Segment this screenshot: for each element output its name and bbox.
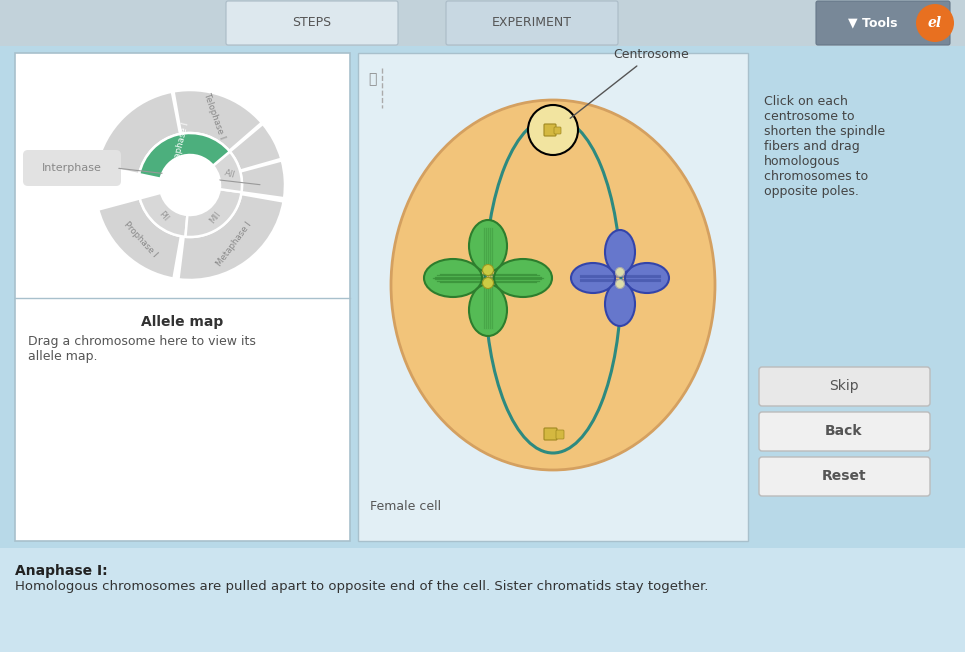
Text: ▼ Tools: ▼ Tools bbox=[848, 16, 897, 29]
Text: Homologous chromosomes are pulled apart to opposite end of the cell. Sister chro: Homologous chromosomes are pulled apart … bbox=[15, 580, 708, 593]
FancyBboxPatch shape bbox=[556, 430, 564, 439]
Ellipse shape bbox=[625, 263, 669, 293]
Wedge shape bbox=[139, 133, 230, 179]
Text: Back: Back bbox=[825, 424, 863, 438]
Ellipse shape bbox=[391, 100, 715, 470]
Wedge shape bbox=[179, 194, 284, 280]
Wedge shape bbox=[230, 124, 282, 171]
Wedge shape bbox=[140, 193, 187, 237]
Text: Anaphase I:: Anaphase I: bbox=[15, 564, 108, 578]
Ellipse shape bbox=[469, 220, 507, 272]
Circle shape bbox=[616, 280, 624, 288]
FancyBboxPatch shape bbox=[816, 1, 950, 45]
FancyBboxPatch shape bbox=[759, 457, 930, 496]
Wedge shape bbox=[240, 160, 285, 198]
Wedge shape bbox=[97, 92, 180, 174]
FancyBboxPatch shape bbox=[544, 124, 556, 136]
FancyBboxPatch shape bbox=[759, 367, 930, 406]
Circle shape bbox=[482, 265, 493, 276]
Circle shape bbox=[916, 4, 954, 42]
Wedge shape bbox=[213, 151, 242, 192]
Text: Telophase I: Telophase I bbox=[203, 91, 227, 140]
Ellipse shape bbox=[424, 259, 482, 297]
FancyBboxPatch shape bbox=[226, 1, 398, 45]
Text: 📷: 📷 bbox=[368, 72, 376, 86]
Text: PII: PII bbox=[157, 210, 171, 223]
Circle shape bbox=[160, 155, 220, 215]
Circle shape bbox=[482, 278, 493, 288]
FancyBboxPatch shape bbox=[0, 0, 965, 46]
Ellipse shape bbox=[571, 263, 615, 293]
Ellipse shape bbox=[469, 284, 507, 336]
Text: Female cell: Female cell bbox=[370, 500, 441, 513]
Ellipse shape bbox=[494, 259, 552, 297]
Wedge shape bbox=[98, 198, 181, 278]
Circle shape bbox=[528, 105, 578, 155]
Text: Centrosome: Centrosome bbox=[570, 48, 689, 118]
FancyBboxPatch shape bbox=[554, 127, 561, 134]
Text: AII: AII bbox=[223, 168, 235, 179]
Text: Interphase: Interphase bbox=[42, 163, 102, 173]
FancyBboxPatch shape bbox=[446, 1, 618, 45]
FancyBboxPatch shape bbox=[15, 53, 350, 541]
Text: Metaphase I: Metaphase I bbox=[214, 220, 253, 268]
Wedge shape bbox=[174, 90, 262, 151]
Text: Drag a chromosome here to view its
allele map.: Drag a chromosome here to view its allel… bbox=[28, 335, 256, 363]
Text: el: el bbox=[928, 16, 942, 30]
FancyBboxPatch shape bbox=[358, 53, 748, 541]
Text: Anaphase I: Anaphase I bbox=[170, 121, 190, 170]
Text: Prophase I: Prophase I bbox=[122, 220, 159, 259]
Circle shape bbox=[616, 267, 624, 276]
Ellipse shape bbox=[605, 282, 635, 326]
Text: STEPS: STEPS bbox=[292, 16, 332, 29]
Wedge shape bbox=[185, 189, 241, 237]
Text: Skip: Skip bbox=[829, 379, 859, 393]
Text: MII: MII bbox=[208, 209, 223, 225]
Text: Click on each
centrosome to
shorten the spindle
fibers and drag
homologous
chrom: Click on each centrosome to shorten the … bbox=[764, 95, 885, 198]
Text: Allele map: Allele map bbox=[141, 315, 223, 329]
Text: Reset: Reset bbox=[821, 469, 867, 483]
FancyBboxPatch shape bbox=[544, 428, 557, 440]
FancyBboxPatch shape bbox=[759, 412, 930, 451]
Ellipse shape bbox=[605, 230, 635, 274]
FancyBboxPatch shape bbox=[0, 548, 965, 652]
FancyBboxPatch shape bbox=[23, 150, 121, 186]
Text: EXPERIMENT: EXPERIMENT bbox=[492, 16, 572, 29]
